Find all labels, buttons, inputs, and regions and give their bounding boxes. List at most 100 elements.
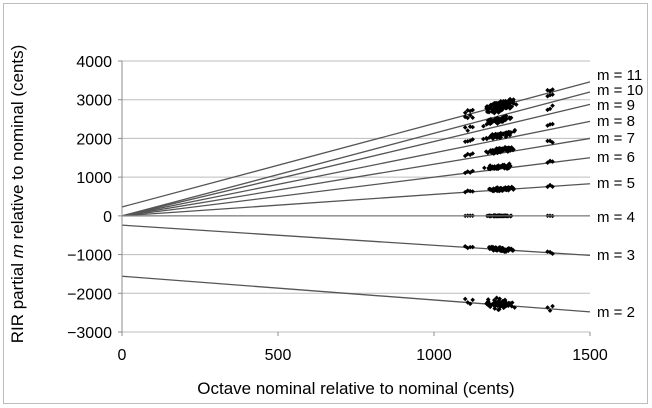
point-s3-64 bbox=[495, 132, 501, 138]
point-s3-2 bbox=[467, 138, 473, 144]
point-s6-57 bbox=[490, 188, 495, 193]
point-s9-58 bbox=[497, 296, 503, 302]
y-tick-labels: 4000 3000 2000 1000 0 −1000 −2000 −3000 bbox=[67, 54, 112, 342]
point-s8-67 bbox=[492, 246, 498, 252]
point-s2-68 bbox=[498, 116, 504, 122]
point-s0-54 bbox=[499, 100, 505, 105]
point-s4-61 bbox=[491, 151, 497, 156]
point-s9-64 bbox=[509, 303, 515, 309]
x-tick-label-3: 1500 bbox=[572, 347, 608, 364]
series-labels: m = 11m = 10m = 9m = 8m = 7 m = 6 m = 5 m =… bbox=[597, 67, 643, 321]
y-axis-label-suffix: relative to nominal (cents) bbox=[8, 45, 27, 244]
point-s8-2 bbox=[467, 244, 473, 250]
point-s5-66 bbox=[506, 162, 512, 168]
point-s2-62 bbox=[481, 123, 486, 129]
point-s3-65 bbox=[491, 132, 497, 138]
point-s9-48 bbox=[501, 304, 507, 310]
y-tick-label-2: 2000 bbox=[76, 131, 112, 148]
point-s0-2 bbox=[467, 108, 473, 114]
point-s1-3 bbox=[470, 115, 475, 120]
y-tick-label-7: −3000 bbox=[67, 325, 112, 342]
point-s5-3 bbox=[470, 168, 475, 174]
point-s1-34 bbox=[488, 105, 494, 111]
point-s2-69 bbox=[487, 119, 493, 125]
point-s0-6 bbox=[545, 87, 550, 93]
point-s2-57 bbox=[501, 114, 507, 120]
point-s9-57 bbox=[484, 301, 490, 307]
point-s2-3 bbox=[470, 124, 475, 130]
point-s8-3 bbox=[470, 244, 475, 250]
point-s6-3 bbox=[470, 189, 475, 194]
fit-line-1 bbox=[121, 91, 591, 217]
point-s4-6 bbox=[545, 138, 550, 144]
point-s1-10 bbox=[513, 102, 519, 107]
point-s3-0 bbox=[462, 139, 468, 144]
axes bbox=[118, 60, 591, 336]
point-s9-0 bbox=[462, 296, 468, 302]
point-s0-69 bbox=[485, 104, 490, 110]
fit-line-9 bbox=[121, 275, 591, 313]
point-s3-29 bbox=[503, 132, 509, 138]
point-s9-2 bbox=[467, 301, 473, 307]
point-s3-6 bbox=[545, 123, 550, 128]
point-s3-66 bbox=[484, 135, 489, 141]
point-s0-3 bbox=[470, 107, 475, 113]
point-s4-29 bbox=[483, 149, 489, 154]
point-s1-1 bbox=[465, 115, 470, 121]
point-s9-59 bbox=[496, 307, 501, 313]
point-s8-44 bbox=[491, 248, 496, 253]
point-s8-66 bbox=[510, 247, 515, 253]
point-s4-1 bbox=[465, 151, 470, 157]
point-s6-62 bbox=[495, 188, 501, 194]
point-s8-63 bbox=[491, 245, 496, 250]
point-s6-63 bbox=[510, 185, 516, 191]
series-label-0: m = 11 bbox=[597, 67, 642, 84]
point-s9-68 bbox=[492, 301, 497, 307]
y-tick-label-0: 4000 bbox=[76, 54, 112, 71]
point-s2-2 bbox=[467, 124, 473, 129]
point-s1-69 bbox=[490, 108, 496, 114]
series-label-9: m = 2 bbox=[597, 304, 635, 321]
series-label-8: m = 3 bbox=[597, 247, 635, 264]
fit-line-3 bbox=[121, 120, 591, 217]
point-s6-64 bbox=[504, 186, 510, 191]
y-tick-label-5: −1000 bbox=[67, 248, 112, 265]
regression-lines bbox=[121, 81, 591, 313]
point-s4-65 bbox=[506, 145, 511, 150]
point-s8-69 bbox=[500, 247, 505, 252]
point-s8-47 bbox=[506, 246, 512, 251]
point-s5-69 bbox=[491, 165, 496, 170]
point-s3-67 bbox=[489, 132, 495, 138]
grid-lines bbox=[122, 60, 590, 333]
point-s5-67 bbox=[494, 164, 500, 169]
x-tick-label-2: 1000 bbox=[416, 347, 452, 364]
point-s2-67 bbox=[494, 119, 499, 124]
scatter-points bbox=[462, 87, 555, 313]
series-label-1: m = 10 bbox=[597, 82, 643, 99]
series-label-2: m = 9 bbox=[597, 97, 635, 114]
point-s4-57 bbox=[489, 149, 495, 154]
point-s2-4 bbox=[550, 103, 555, 108]
point-s2-20 bbox=[503, 113, 509, 119]
series-label-5: m = 6 bbox=[597, 149, 635, 166]
point-s9-47 bbox=[485, 297, 491, 302]
point-s3-69 bbox=[507, 132, 513, 138]
point-s9-66 bbox=[500, 300, 506, 305]
point-s2-0 bbox=[462, 125, 468, 130]
y-tick-label-4: 0 bbox=[103, 209, 112, 226]
point-s9-54 bbox=[509, 300, 515, 305]
point-s3-61 bbox=[497, 133, 503, 138]
point-s9-53 bbox=[496, 299, 502, 305]
point-s4-49 bbox=[507, 148, 513, 153]
point-s1-52 bbox=[511, 101, 516, 106]
point-s9-6 bbox=[545, 305, 550, 310]
point-s3-52 bbox=[505, 132, 511, 137]
point-s2-50 bbox=[506, 115, 512, 121]
x-tick-label-1: 500 bbox=[265, 347, 292, 364]
point-s4-68 bbox=[500, 148, 505, 153]
point-s3-3 bbox=[470, 137, 475, 142]
series-label-6: m = 5 bbox=[597, 175, 635, 192]
point-s2-1 bbox=[465, 128, 470, 133]
point-s9-3 bbox=[470, 297, 475, 303]
